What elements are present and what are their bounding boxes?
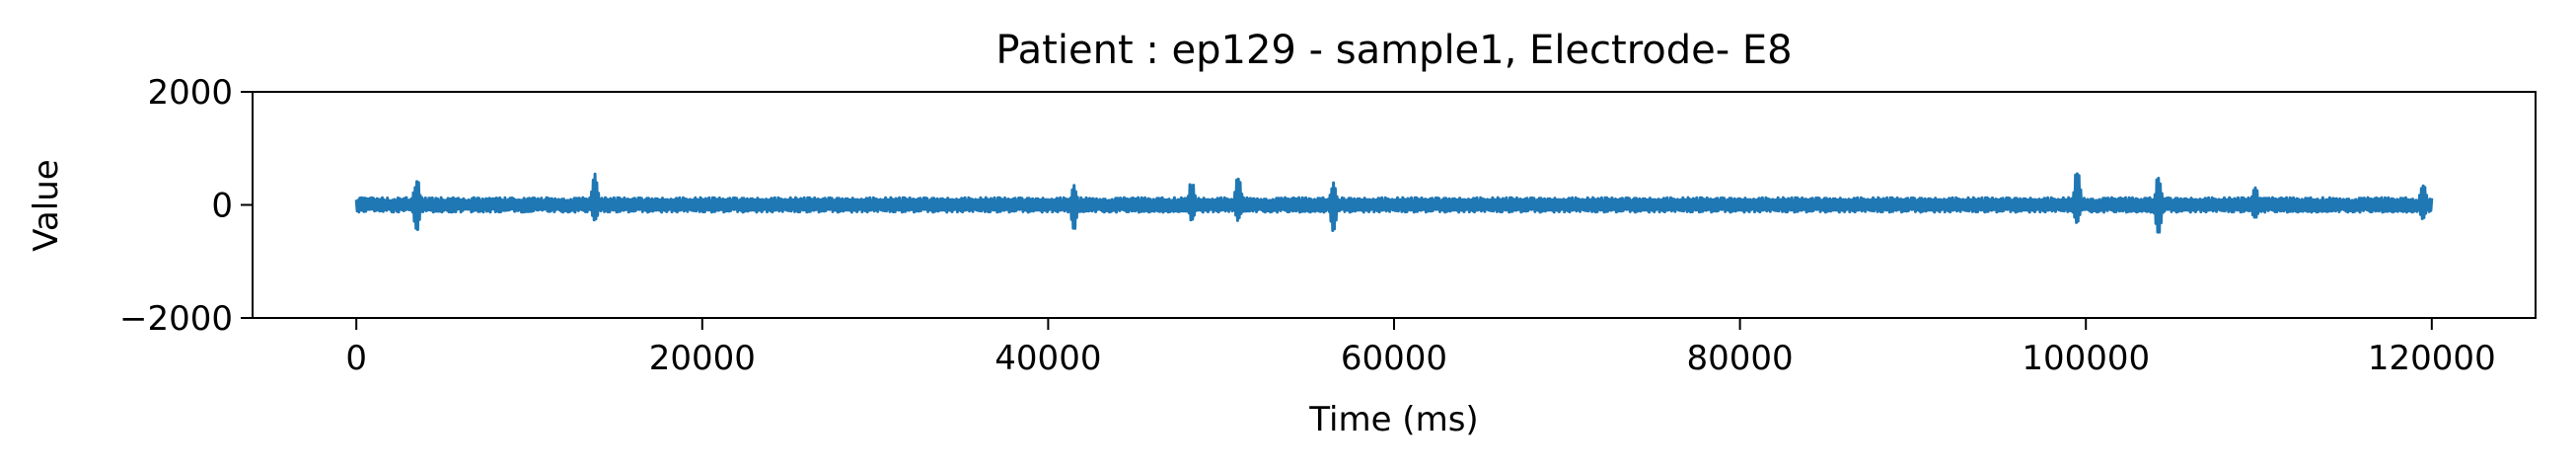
x-tick-label: 0 — [345, 339, 367, 378]
chart-title: Patient : ep129 - sample1, Electrode- E8 — [995, 28, 1792, 73]
y-tick-label: 0 — [211, 187, 233, 226]
y-axis-label: Value — [27, 159, 66, 251]
x-tick-label: 120000 — [2368, 339, 2496, 378]
y-tick-label: 2000 — [147, 73, 233, 113]
x-axis-label: Time (ms) — [1308, 400, 1478, 439]
signal-line — [354, 172, 2434, 234]
y-tick-label: −2000 — [119, 299, 233, 339]
x-tick-label: 100000 — [2022, 339, 2150, 378]
y-axis: −2000 0 2000 — [119, 73, 253, 339]
x-tick-label: 40000 — [994, 339, 1101, 378]
x-axis: 0 20000 40000 60000 80000 100000 120000 — [345, 318, 2496, 378]
signal-series — [354, 172, 2434, 234]
x-tick-label: 60000 — [1341, 339, 1447, 378]
x-tick-label: 20000 — [649, 339, 756, 378]
x-tick-label: 80000 — [1687, 339, 1794, 378]
